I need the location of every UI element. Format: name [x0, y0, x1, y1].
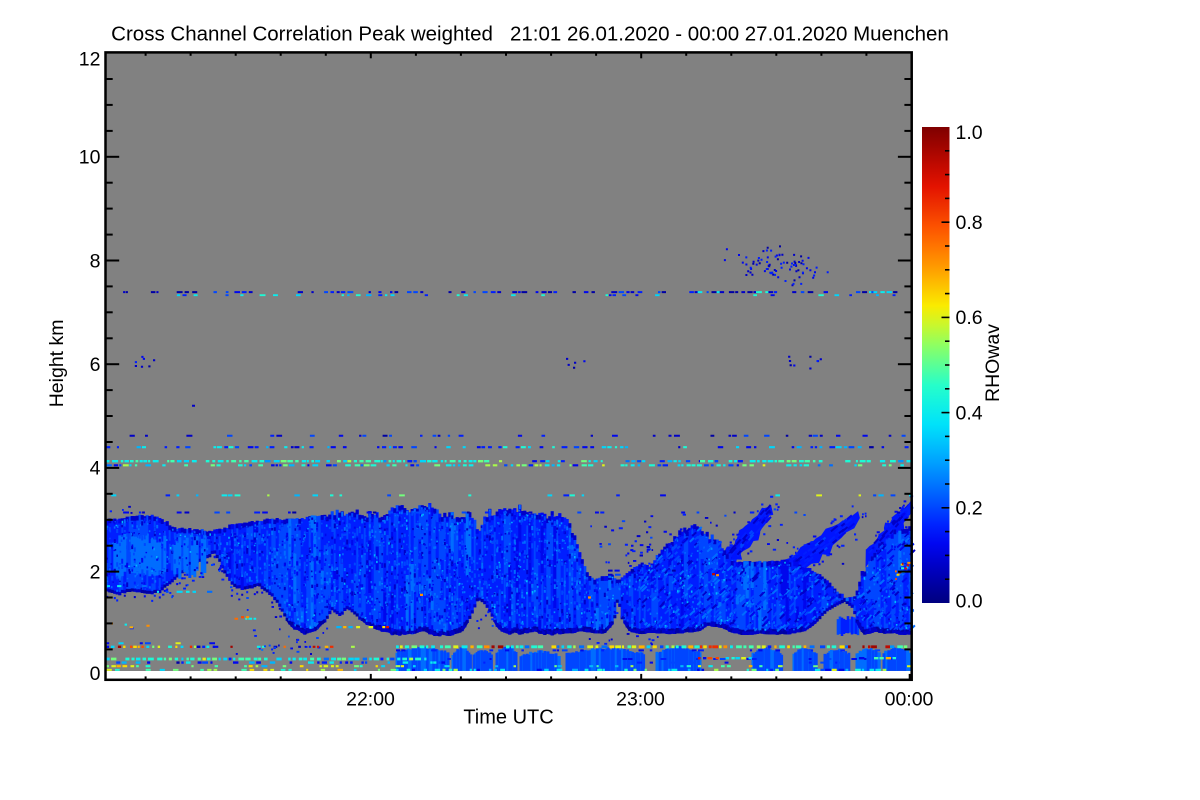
svg-text:8: 8 — [90, 250, 101, 272]
svg-text:10: 10 — [79, 147, 101, 169]
svg-text:4: 4 — [90, 458, 101, 480]
svg-text:00:00: 00:00 — [885, 689, 934, 711]
svg-text:0.0: 0.0 — [956, 590, 983, 612]
svg-text:0.2: 0.2 — [956, 498, 983, 520]
svg-text:23:00: 23:00 — [616, 689, 665, 711]
svg-text:2: 2 — [90, 561, 101, 583]
svg-text:22:00: 22:00 — [346, 689, 395, 711]
svg-text:0.8: 0.8 — [956, 212, 983, 234]
svg-text:0: 0 — [90, 663, 101, 685]
svg-text:Height km: Height km — [46, 320, 68, 408]
svg-text:1.0: 1.0 — [956, 122, 983, 144]
svg-text:6: 6 — [90, 354, 101, 376]
svg-text:0.6: 0.6 — [956, 307, 983, 329]
svg-text:0.4: 0.4 — [956, 402, 983, 424]
svg-text:Time UTC: Time UTC — [463, 707, 553, 729]
svg-text:12: 12 — [79, 48, 101, 70]
svg-text:RHOwav: RHOwav — [982, 324, 1004, 402]
svg-text:Cross Channel Correlation Peak: Cross Channel Correlation Peak weighted … — [111, 23, 949, 46]
